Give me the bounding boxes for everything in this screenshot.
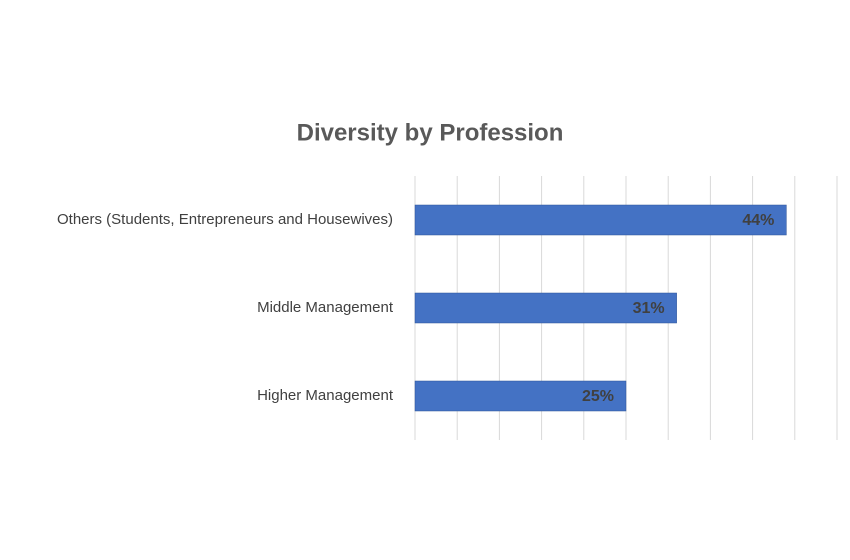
y-tick-label: Higher Management bbox=[257, 387, 394, 404]
bar bbox=[414, 380, 627, 412]
bar bbox=[414, 292, 677, 324]
chart-title: Diversity by Profession bbox=[297, 119, 564, 146]
data-label: 25% bbox=[582, 388, 614, 405]
y-tick-label: Others (Students, Entrepreneurs and Hous… bbox=[57, 211, 393, 228]
data-label: 31% bbox=[633, 300, 665, 317]
data-label: 44% bbox=[742, 212, 774, 229]
bar bbox=[414, 204, 787, 236]
y-tick-label: Middle Management bbox=[257, 299, 394, 316]
